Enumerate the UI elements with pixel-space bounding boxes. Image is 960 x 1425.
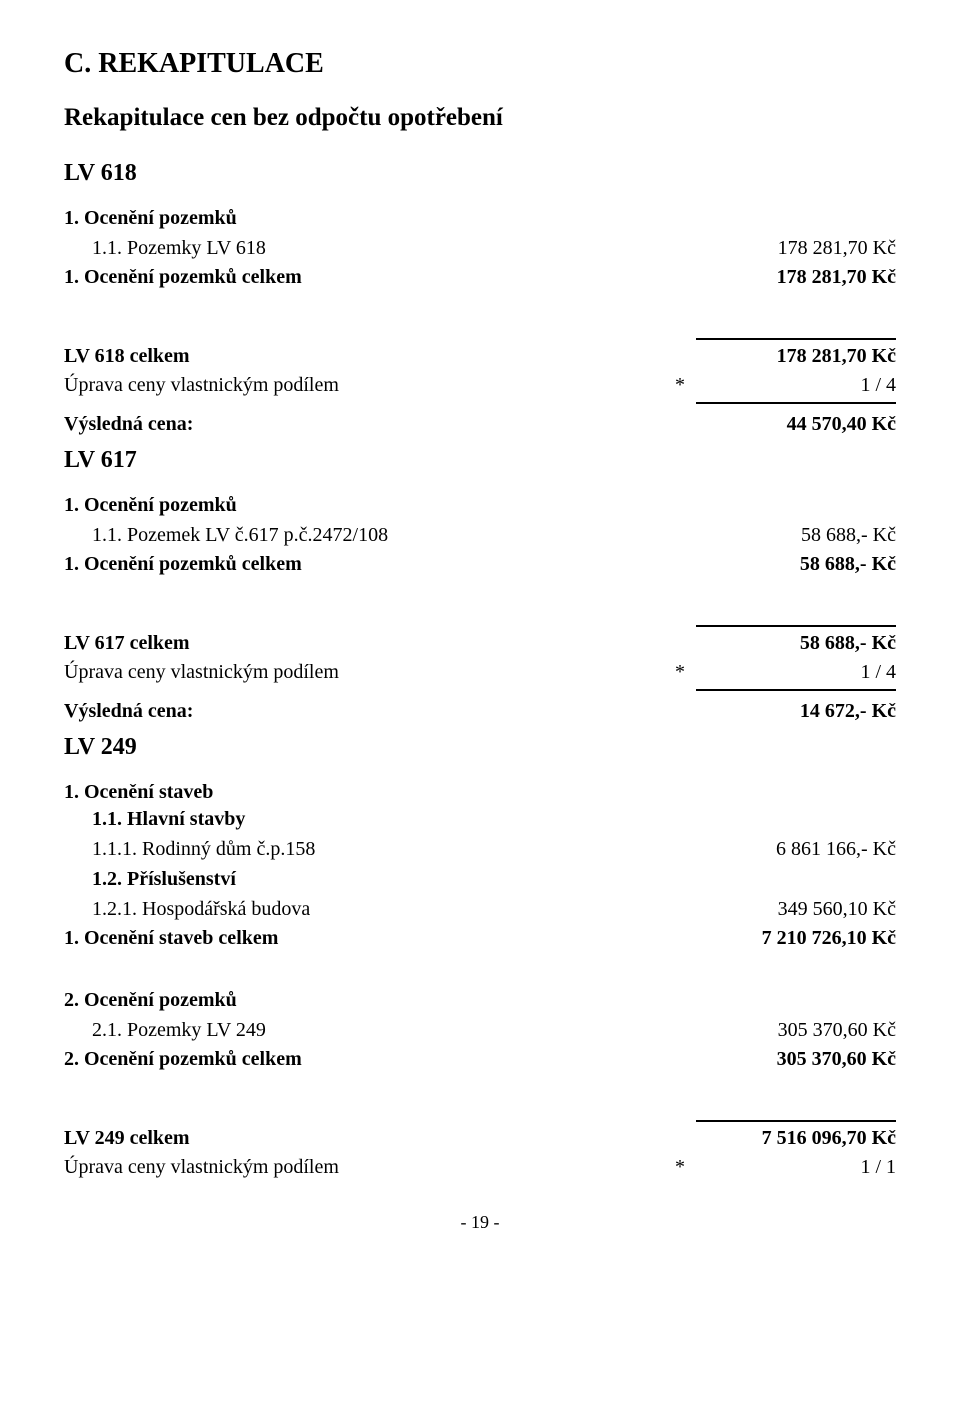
star-icon: * — [664, 658, 696, 687]
lv618-uprava-value: 1 / 4 — [696, 371, 896, 404]
lv617-celkem-label: LV 617 celkem — [64, 629, 664, 658]
lv249-title: LV 249 — [64, 734, 896, 761]
lv617-uprava-label: Úprava ceny vlastnickým podílem — [64, 658, 664, 687]
lv249-item21-label: 2.1. Pozemky LV 249 — [64, 1016, 664, 1045]
lv249-celkem-value: 7 516 096,70 Kč — [696, 1120, 896, 1153]
lv618-uprava-label: Úprava ceny vlastnickým podílem — [64, 371, 664, 400]
lv617-vysledna-label: Výsledná cena: — [64, 697, 664, 726]
lv249-sec2-head: 2. Ocenění pozemků — [64, 989, 896, 1012]
lv249-uprava-label: Úprava ceny vlastnickým podílem — [64, 1153, 664, 1182]
lv249-total2-value: 305 370,60 Kč — [696, 1045, 896, 1074]
lv249-sec1-head: 1. Ocenění staveb — [64, 781, 896, 804]
lv618-title: LV 618 — [64, 160, 896, 187]
lv249-item121-label: 1.2.1. Hospodářská budova — [64, 895, 664, 924]
lv249-uprava-value: 1 / 1 — [696, 1153, 896, 1182]
lv617-celkem-value: 58 688,- Kč — [696, 625, 896, 658]
lv617-vysledna-value: 14 672,- Kč — [696, 697, 896, 726]
lv617-item1-value: 58 688,- Kč — [696, 521, 896, 550]
lv618-total-value: 178 281,70 Kč — [696, 263, 896, 292]
lv618-sec1-head: 1. Ocenění pozemků — [64, 207, 896, 230]
lv249-total1-label: 1. Ocenění staveb celkem — [64, 924, 664, 953]
page-number: - 19 - — [64, 1212, 896, 1233]
star-icon: * — [664, 1153, 696, 1182]
lv618-total-label: 1. Ocenění pozemků celkem — [64, 263, 664, 292]
lv618-item1-value: 178 281,70 Kč — [696, 234, 896, 263]
lv249-sub12-head: 1.2. Příslušenství — [64, 868, 896, 891]
subtitle: Rekapitulace cen bez odpočtu opotřebení — [64, 104, 896, 132]
lv249-item21-value: 305 370,60 Kč — [696, 1016, 896, 1045]
lv249-celkem-label: LV 249 celkem — [64, 1124, 664, 1153]
lv617-title: LV 617 — [64, 447, 896, 474]
lv617-uprava-value: 1 / 4 — [696, 658, 896, 691]
lv249-total2-label: 2. Ocenění pozemků celkem — [64, 1045, 664, 1074]
lv618-item1-label: 1.1. Pozemky LV 618 — [64, 234, 664, 263]
lv249-item111-value: 6 861 166,- Kč — [696, 835, 896, 864]
lv618-celkem-value: 178 281,70 Kč — [696, 338, 896, 371]
lv617-item1-label: 1.1. Pozemek LV č.617 p.č.2472/108 — [64, 521, 664, 550]
lv249-total1-value: 7 210 726,10 Kč — [696, 924, 896, 953]
lv618-vysledna-label: Výsledná cena: — [64, 410, 664, 439]
lv617-sec1-head: 1. Ocenění pozemků — [64, 494, 896, 517]
lv249-item121-value: 349 560,10 Kč — [696, 895, 896, 924]
lv617-total-value: 58 688,- Kč — [696, 550, 896, 579]
section-title: C. REKAPITULACE — [64, 48, 896, 80]
lv249-item111-label: 1.1.1. Rodinný dům č.p.158 — [64, 835, 664, 864]
lv618-vysledna-value: 44 570,40 Kč — [696, 410, 896, 439]
lv249-sub11-head: 1.1. Hlavní stavby — [64, 808, 896, 831]
star-icon: * — [664, 371, 696, 400]
lv617-total-label: 1. Ocenění pozemků celkem — [64, 550, 664, 579]
lv618-celkem-label: LV 618 celkem — [64, 342, 664, 371]
